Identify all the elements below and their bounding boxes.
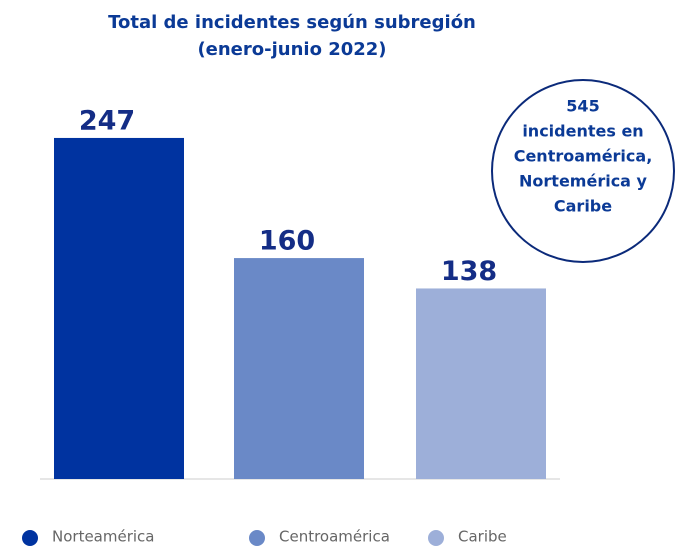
annotation: Centroamérica, (514, 147, 653, 166)
annotation: Nortemérica y (519, 172, 648, 191)
chart-title: (enero-junio 2022) (197, 39, 386, 60)
bar (416, 288, 546, 479)
legend-label: Norteamérica (52, 528, 154, 546)
chart-title: Total de incidentes según subregión (108, 12, 476, 33)
annotation: Caribe (554, 197, 612, 216)
legend-swatch (428, 530, 444, 546)
bar (234, 258, 364, 479)
legend-swatch (249, 530, 265, 546)
annotation: 545 (566, 97, 599, 116)
legend-swatch (22, 530, 38, 546)
annotation: incidentes en (522, 122, 643, 141)
legend-label: Caribe (458, 528, 507, 546)
value-label: 247 (79, 105, 135, 136)
annotation-circle (491, 79, 675, 263)
bar (54, 137, 184, 479)
value-label: 138 (441, 256, 497, 287)
legend-label: Centroamérica (279, 528, 390, 546)
value-label: 160 (259, 226, 315, 257)
